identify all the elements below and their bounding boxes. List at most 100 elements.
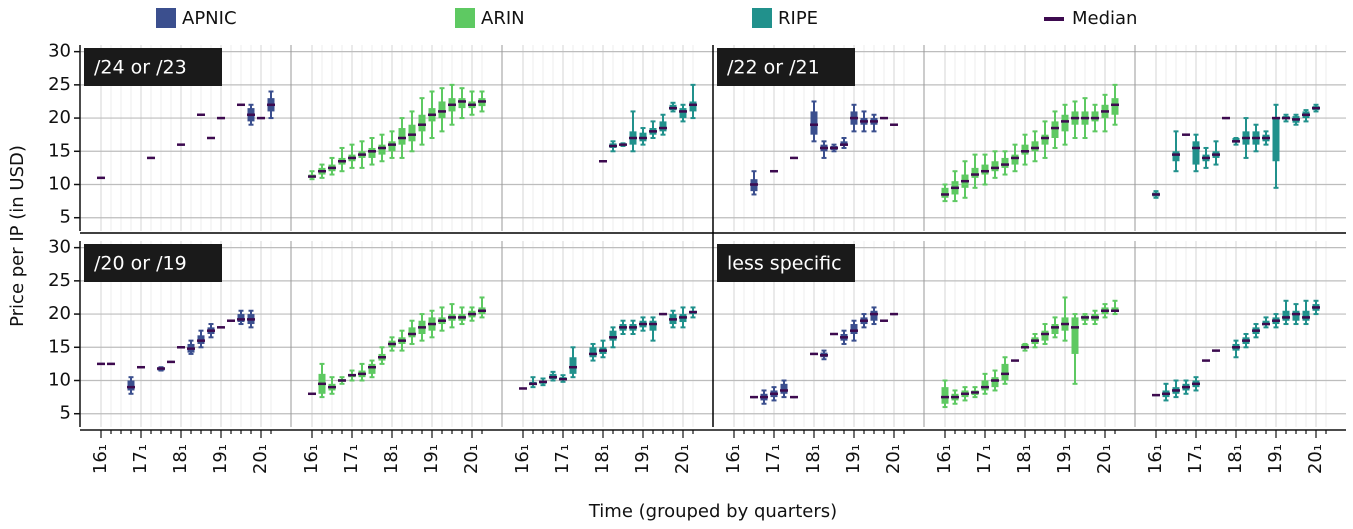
x-tick-label: 17₁ <box>552 444 573 474</box>
x-tick-label: 20₁ <box>250 444 271 474</box>
box <box>679 108 687 119</box>
panel-title-box <box>84 48 222 86</box>
box <box>941 387 949 404</box>
box <box>1302 310 1310 321</box>
x-tick-label: 17₁ <box>341 444 362 474</box>
x-tick-label: 20₁ <box>883 444 904 474</box>
x-tick-label: 19₁ <box>843 444 864 474</box>
box <box>418 114 426 132</box>
panel-title-box <box>717 244 855 282</box>
box <box>1001 363 1009 381</box>
x-tick-label: 19₁ <box>210 444 231 474</box>
box <box>438 101 446 119</box>
y-tick-label: 25 <box>48 74 71 95</box>
x-tick-label: 19₁ <box>1054 444 1075 474</box>
box <box>1041 134 1049 145</box>
y-tick-label: 20 <box>48 107 71 128</box>
box <box>991 161 999 172</box>
x-tick-label: 17₁ <box>763 444 784 474</box>
x-tick-label: 16₁ <box>934 444 955 474</box>
x-tick-label: 16₁ <box>1145 444 1166 474</box>
x-tick-label: 16₁ <box>723 444 744 474</box>
y-tick-label: 15 <box>48 140 71 161</box>
legend-swatch <box>455 8 475 28</box>
y-tick-label: 5 <box>60 403 71 424</box>
x-tick-label: 16₁ <box>90 444 111 474</box>
box <box>971 167 979 178</box>
y-tick-label: 20 <box>48 303 71 324</box>
y-tick-label: 25 <box>48 270 71 291</box>
legend-swatch <box>156 8 176 28</box>
box <box>850 324 858 334</box>
legend-label: Median <box>1072 8 1137 29</box>
box <box>1021 144 1029 155</box>
x-tick-label: 19₁ <box>421 444 442 474</box>
box <box>388 141 396 152</box>
x-tick-label: 20₁ <box>461 444 482 474</box>
box <box>689 101 697 112</box>
box <box>1091 111 1099 122</box>
box <box>1292 310 1300 321</box>
y-axis-label: Price per IP (in USD) <box>7 145 28 327</box>
box <box>659 121 667 132</box>
box <box>981 164 989 175</box>
box <box>1282 310 1290 321</box>
x-tick-label: 17₁ <box>130 444 151 474</box>
x-tick-label: 18₁ <box>170 444 191 474</box>
box <box>1051 121 1059 138</box>
box <box>991 377 999 388</box>
x-tick-label: 16₁ <box>512 444 533 474</box>
x-tick-label: 19₁ <box>1265 444 1286 474</box>
box <box>398 128 406 145</box>
box <box>237 314 245 323</box>
x-tick-label: 18₁ <box>381 444 402 474</box>
x-tick-label: 20₁ <box>672 444 693 474</box>
box <box>810 111 818 135</box>
box <box>981 380 989 391</box>
box <box>408 124 416 142</box>
y-tick-label: 30 <box>48 237 71 258</box>
y-tick-label: 30 <box>48 41 71 62</box>
box <box>870 310 878 321</box>
box <box>1021 343 1029 348</box>
box <box>1011 154 1019 165</box>
panel-title-box <box>84 244 222 282</box>
legend-label: APNIC <box>182 8 237 29</box>
box <box>780 383 788 394</box>
box <box>1071 317 1079 354</box>
x-tick-label: 20₁ <box>1094 444 1115 474</box>
panel-title-box <box>717 48 855 86</box>
box <box>1001 157 1009 168</box>
box <box>1051 324 1059 334</box>
box <box>1111 98 1119 115</box>
box <box>458 98 466 109</box>
box <box>1031 141 1039 152</box>
legend-label: ARIN <box>481 8 525 29</box>
y-tick-label: 5 <box>60 207 71 228</box>
box <box>589 347 597 358</box>
box <box>1272 118 1280 162</box>
x-tick-label: 17₁ <box>1185 444 1206 474</box>
legend-label: RIPE <box>778 8 818 29</box>
panel-title: /20 or /19 <box>94 253 187 275</box>
box <box>1041 330 1049 341</box>
box <box>378 144 386 155</box>
box <box>609 330 617 341</box>
box <box>368 147 376 158</box>
y-tick-label: 15 <box>48 336 71 357</box>
legend-swatch <box>752 8 772 28</box>
y-tick-label: 10 <box>48 370 71 391</box>
box <box>127 380 135 391</box>
x-tick-label: 20₁ <box>1305 444 1326 474</box>
box <box>569 357 577 374</box>
x-tick-label: 18₁ <box>1014 444 1035 474</box>
x-tick-label: 18₁ <box>803 444 824 474</box>
x-axis-label: Time (grouped by quarters) <box>588 501 837 522</box>
y-tick-label: 10 <box>48 174 71 195</box>
panel-title: less specific <box>727 253 842 275</box>
panel-title: /24 or /23 <box>94 57 187 79</box>
x-tick-label: 16₁ <box>301 444 322 474</box>
box <box>368 363 376 374</box>
